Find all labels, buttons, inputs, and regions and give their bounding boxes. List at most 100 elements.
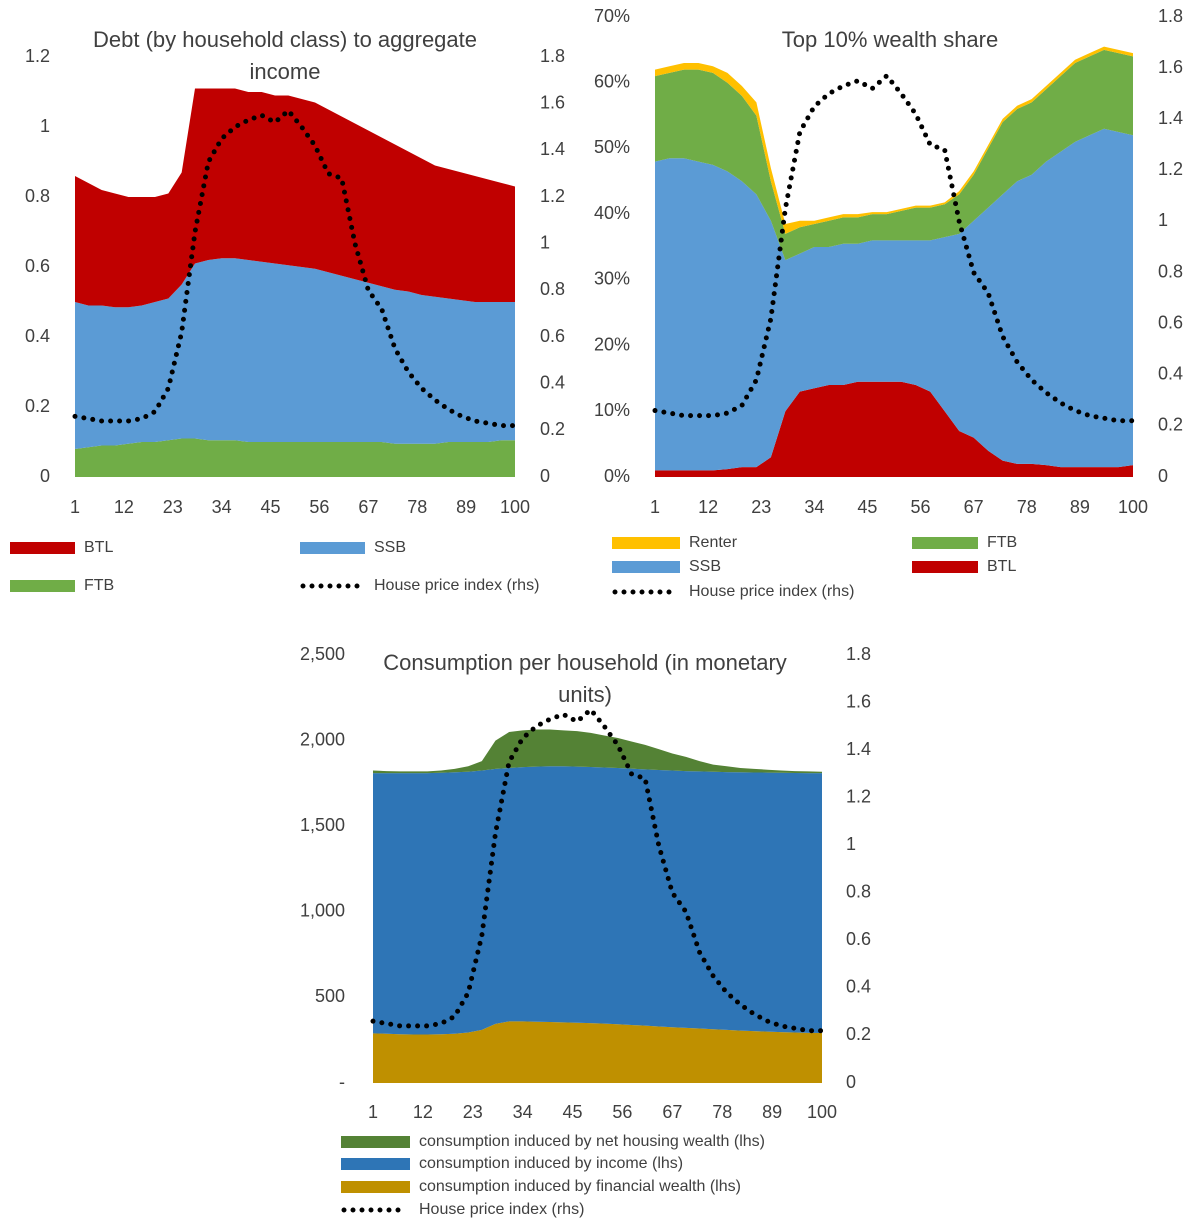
legend-swatch [341,1181,410,1193]
x-tick-label: 34 [804,497,824,517]
y-tick-label: 500 [315,986,345,1006]
x-tick-label: 100 [807,1102,837,1122]
y2-tick-label: 0.4 [1158,364,1183,384]
y2-tick-label: 1.6 [846,691,871,711]
area [655,46,1133,234]
y2-tick-label: 0.4 [540,372,565,392]
legend-swatch [341,1136,410,1148]
x-tick-label: 56 [612,1102,632,1122]
legend-label: SSB [374,539,406,556]
y2-tick-label: 1.4 [846,739,871,759]
x-tick-label: 56 [309,497,329,517]
x-tick-label: 67 [358,497,378,517]
y-tick-label: 30% [594,269,630,289]
y2-tick-label: 0.2 [846,1024,871,1044]
area [655,128,1133,471]
y2-tick-label: 1.4 [540,139,565,159]
x-tick-label: 23 [463,1102,483,1122]
area [75,258,515,449]
y2-tick-label: 0.6 [846,929,871,949]
y2-tick-label: 0.6 [1158,312,1183,332]
legend-label: Renter [689,534,738,551]
x-tick-label: 89 [1070,497,1090,517]
x-tick-label: 78 [407,497,427,517]
x-tick-label: 23 [751,497,771,517]
x-tick-label: 89 [456,497,476,517]
y-tick-label: 60% [594,71,630,91]
y-tick-label: 1,000 [300,901,345,921]
y2-tick-label: 1 [1158,210,1168,230]
x-tick-label: 45 [563,1102,583,1122]
y2-tick-label: 1 [846,834,856,854]
legend-label: consumption induced by net housing wealt… [419,1133,765,1150]
y-tick-label: 0 [40,466,50,486]
y-tick-label: 40% [594,203,630,223]
y2-tick-label: 0 [1158,466,1168,486]
y-tick-label: 2,000 [300,729,345,749]
x-tick-label: 1 [70,497,80,517]
legend-swatch [912,561,978,573]
legend-swatch [912,537,978,549]
y2-tick-label: 1.2 [540,186,565,206]
y2-tick-label: 1.6 [1158,57,1183,77]
y2-tick-label: 0.6 [540,326,565,346]
y-tick-label: 2,500 [300,644,345,664]
legend-swatch [612,561,680,573]
x-tick-label: 34 [513,1102,533,1122]
y-tick-label: 20% [594,334,630,354]
legend-label: consumption induced by financial wealth … [419,1178,741,1195]
x-tick-label: 100 [1118,497,1148,517]
y2-tick-label: 1.8 [1158,6,1183,26]
y2-tick-label: 0.8 [1158,261,1183,281]
x-tick-label: 89 [762,1102,782,1122]
y2-tick-label: 1.8 [540,46,565,66]
legend-swatch [341,1158,410,1170]
chart-title: Consumption per household (in monetary u… [383,650,787,707]
y2-tick-label: 0 [846,1072,856,1092]
y2-tick-label: 0 [540,466,550,486]
legend-label: consumption induced by income (lhs) [419,1155,683,1172]
x-tick-label: 12 [114,497,134,517]
y2-tick-label: 0.2 [1158,415,1183,435]
legend-label: FTB [84,577,114,594]
y-tick-label: 0.4 [25,326,50,346]
legend-swatch [10,542,75,554]
line [652,72,1136,424]
y-tick-label: 70% [594,6,630,26]
x-tick-label: 12 [698,497,718,517]
y2-tick-label: 1.2 [1158,159,1183,179]
x-tick-label: 56 [911,497,931,517]
x-tick-label: 78 [712,1102,732,1122]
legend-label: House price index (rhs) [419,1201,584,1218]
legend-label: House price index (rhs) [374,577,539,594]
x-tick-label: 67 [662,1102,682,1122]
x-tick-label: 45 [857,497,877,517]
x-tick-label: 100 [500,497,530,517]
y-tick-label: 0.2 [25,396,50,416]
y2-tick-label: 1.6 [540,92,565,112]
y2-tick-label: 0.8 [540,279,565,299]
area [373,729,822,774]
legend-label: FTB [987,534,1017,551]
y-tick-label: 0.8 [25,186,50,206]
legend-swatch [300,542,365,554]
x-tick-label: 45 [261,497,281,517]
x-tick-label: 23 [163,497,183,517]
y2-tick-label: 0.4 [846,977,871,997]
y2-tick-label: 1.2 [846,786,871,806]
area [373,766,822,1035]
y-tick-label: 1 [40,116,50,136]
area [655,381,1133,477]
y2-tick-label: 1.4 [1158,108,1183,128]
y-tick-label: - [339,1072,345,1092]
y-tick-label: 0.6 [25,256,50,276]
area [373,1021,822,1083]
y-tick-label: 50% [594,137,630,157]
y2-tick-label: 0.8 [846,882,871,902]
y-tick-label: 0% [604,466,630,486]
y2-tick-label: 0.2 [540,419,565,439]
area [75,438,515,477]
legend-swatch [612,537,680,549]
